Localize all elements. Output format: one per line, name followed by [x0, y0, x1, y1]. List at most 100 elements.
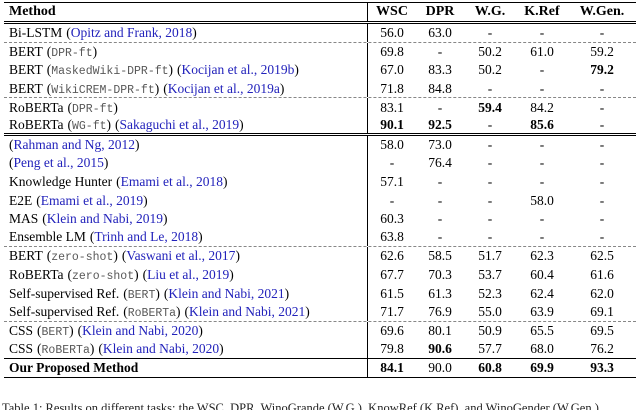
citation-link[interactable]: Trinh and Le, 2018 — [94, 229, 199, 245]
score-cell: - — [599, 211, 605, 227]
method-variant-mono: DPR-ft — [72, 102, 114, 116]
method-cell: Rahman and Ng, 2012 — [4, 135, 368, 155]
score-cell: 62.0 — [590, 285, 614, 301]
citation-link[interactable]: Emami et al., 2019 — [40, 192, 144, 208]
score-cell: - — [599, 174, 605, 190]
method-cell: Peng et al., 2015 — [4, 154, 368, 173]
method-cell: Self-supervised Ref. BERT Klein and Nabi… — [4, 284, 368, 303]
method-cell: BERT DPR-ft — [4, 42, 368, 62]
score-cell: 84.8 — [428, 80, 452, 96]
method-name: MAS — [9, 211, 39, 227]
score-cell: - — [539, 211, 545, 227]
score-cell: 90.0 — [428, 359, 452, 375]
method-cell: CSS BERT Klein and Nabi, 2020 — [4, 321, 368, 341]
table-row: Bi-LSTM Opitz and Frank, 2018 56.0 63.0 … — [4, 24, 636, 43]
score-cell: - — [487, 80, 493, 96]
table-caption: Table 1: Results on different tasks: the… — [2, 401, 602, 410]
table-row: MAS Klein and Nabi, 2019 60.3 - - - - — [4, 209, 636, 229]
score-cell: 61.6 — [590, 267, 614, 283]
citation-link[interactable]: Klein and Nabi, 2021 — [168, 285, 285, 301]
score-cell: - — [487, 136, 493, 152]
score-cell: 58.5 — [428, 248, 452, 264]
score-cell: 57.7 — [478, 340, 502, 356]
citation: Klein and Nabi, 2020 — [78, 323, 203, 339]
score-cell: 65.5 — [530, 322, 554, 338]
score-cell: - — [539, 155, 545, 171]
score-cell: 67.0 — [380, 62, 404, 78]
method-variant-mono: WikiCREM-DPR-ft — [51, 83, 155, 97]
method-cell: CSS RoBERTa Klein and Nabi, 2020 — [4, 340, 368, 358]
method-variant: zero-shot — [47, 248, 118, 264]
score-cell: 84.1 — [380, 359, 404, 375]
method-variant-mono: DPR-ft — [51, 46, 93, 60]
score-cell: - — [389, 192, 395, 208]
citation: Liu et al., 2019 — [143, 267, 234, 283]
score-cell: - — [539, 136, 545, 152]
score-cell: 63.0 — [428, 24, 452, 40]
citation: Emami et al., 2018 — [116, 174, 227, 190]
score-cell: - — [437, 211, 443, 227]
method-variant: WG-ft — [68, 117, 112, 133]
score-cell: 62.6 — [380, 248, 404, 264]
table-row: Knowledge Hunter Emami et al., 2018 57.1… — [4, 172, 636, 192]
method-variant: DPR-ft — [68, 100, 118, 116]
score-cell: 50.2 — [478, 62, 502, 78]
citation-link[interactable]: Vaswani et al., 2017 — [126, 248, 236, 264]
score-cell: - — [437, 43, 443, 59]
citation: Vaswani et al., 2017 — [122, 248, 240, 264]
citation-link[interactable]: Opitz and Frank, 2018 — [70, 24, 193, 40]
citation: Kocijan et al., 2019b — [177, 62, 299, 78]
score-cell: 70.3 — [428, 267, 452, 283]
col-header-dpr: DPR — [425, 4, 455, 19]
citation-link[interactable]: Kocijan et al., 2019a — [167, 80, 280, 96]
score-cell: 58.0 — [530, 192, 554, 208]
method-variant: BERT — [123, 286, 160, 302]
table-header-row: Method WSC DPR W.G. K.Ref W.Gen. — [4, 3, 636, 24]
col-header-method: Method — [4, 3, 368, 21]
method-variant: RoBERTa — [123, 304, 180, 320]
score-cell: 62.5 — [590, 248, 614, 264]
table-row: Ensemble LM Trinh and Le, 2018 63.8 - - … — [4, 228, 636, 248]
score-cell: - — [539, 80, 545, 96]
score-cell: 83.1 — [380, 99, 404, 115]
score-cell: 60.3 — [380, 211, 404, 227]
citation-link[interactable]: Klein and Nabi, 2021 — [189, 303, 306, 319]
citation-link[interactable]: Kocijan et al., 2019b — [181, 62, 295, 78]
score-cell: - — [599, 116, 605, 132]
score-cell: 55.0 — [478, 303, 502, 319]
citation-link[interactable]: Klein and Nabi, 2019 — [46, 211, 163, 227]
score-cell: 69.9 — [530, 359, 554, 375]
citation-link[interactable]: Sakaguchi et al., 2019 — [119, 116, 240, 132]
method-cell: RoBERTa zero-shot Liu et al., 2019 — [4, 265, 368, 285]
citation-link[interactable]: Peng et al., 2015 — [13, 155, 104, 171]
citation-link[interactable]: Klein and Nabi, 2020 — [102, 340, 220, 356]
table-row: E2E Emami et al., 2019 - - - 58.0 - — [4, 191, 636, 210]
method-variant-mono: RoBERTa — [41, 343, 90, 357]
citation-link[interactable]: Rahman and Ng, 2012 — [13, 136, 135, 152]
method-name: Our Proposed Method — [9, 359, 139, 375]
score-cell: 79.8 — [380, 340, 404, 356]
score-cell: - — [539, 229, 545, 245]
citation-link[interactable]: Emami et al., 2018 — [120, 174, 223, 190]
table-row: BERT MaskedWiki-DPR-ft Kocijan et al., 2… — [4, 61, 636, 80]
score-cell: 69.5 — [590, 322, 614, 338]
score-cell: 76.4 — [428, 155, 452, 171]
citation-link[interactable]: Klein and Nabi, 2020 — [82, 322, 199, 338]
method-name: RoBERTa — [9, 116, 64, 132]
table-row: RoBERTa WG-ft Sakaguchi et al., 2019 90.… — [4, 116, 636, 136]
citation: Klein and Nabi, 2021 — [164, 286, 289, 302]
score-cell: 60.8 — [478, 359, 502, 375]
results-table: Method WSC DPR W.G. K.Ref W.Gen. Bi-LSTM… — [4, 2, 636, 379]
method-name: E2E — [9, 192, 33, 208]
score-cell: 69.1 — [590, 303, 614, 319]
table-row: CSS BERT Klein and Nabi, 2020 69.6 80.1 … — [4, 321, 636, 341]
score-cell: - — [599, 155, 605, 171]
score-cell: 83.3 — [428, 62, 452, 78]
score-cell: 50.9 — [478, 322, 502, 338]
score-cell: 61.3 — [428, 285, 452, 301]
citation-link[interactable]: Liu et al., 2019 — [147, 267, 230, 283]
score-cell: - — [599, 229, 605, 245]
col-header-wsc: WSC — [376, 4, 408, 19]
method-name: RoBERTa — [9, 99, 64, 115]
table-row: Self-supervised Ref. BERT Klein and Nabi… — [4, 284, 636, 303]
